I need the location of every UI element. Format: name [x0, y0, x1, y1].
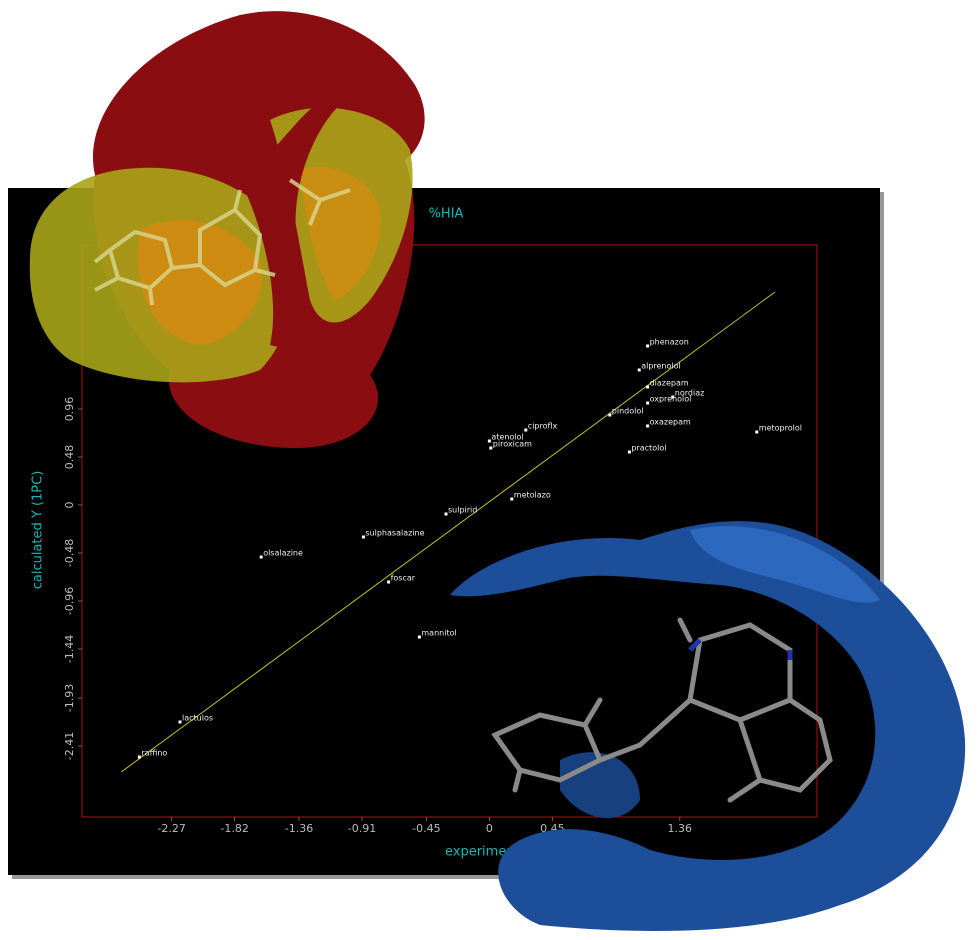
scene: %HIA calculated Y (1PC) experimental Y -… [0, 0, 979, 940]
point-label: piroxicam [493, 440, 532, 449]
point-label: foscar [391, 574, 416, 583]
y-tick-label: -0.48 [63, 539, 76, 567]
point-label: pindolol [612, 407, 644, 416]
point-label: olsalazine [263, 549, 303, 558]
x-tick-label: -0.91 [348, 822, 376, 835]
point-label: practolol [631, 444, 666, 453]
point-label: sulphasalazine [365, 529, 424, 538]
x-tick-label: 1.36 [668, 822, 693, 835]
x-tick-label: -0.45 [412, 822, 440, 835]
y-tick-label: 0 [63, 502, 76, 509]
y-tick-label: -2.41 [63, 732, 76, 760]
point-label: phenazon [650, 338, 689, 347]
point-label: metolazo [514, 491, 551, 500]
point-label: mannitol [421, 629, 456, 638]
point-label: raffino [141, 749, 167, 758]
point-label: sulpirid [448, 506, 477, 515]
point-label: alprenolol [641, 362, 681, 371]
y-tick-label: -1.44 [63, 635, 76, 663]
point-label: ciproflx [528, 422, 558, 431]
y-tick-label: 0.48 [63, 445, 76, 470]
point-label: diazepam [650, 379, 689, 388]
y-tick-label: -1.93 [63, 684, 76, 712]
x-tick-label: -2.27 [157, 822, 185, 835]
x-tick-label: -1.82 [220, 822, 248, 835]
point-label: lactulos [182, 714, 213, 723]
point-label: metoprolol [759, 424, 802, 433]
y-tick-label: 0.96 [63, 397, 76, 422]
point-label: oxazepam [650, 418, 691, 427]
x-tick-label: 0 [486, 822, 493, 835]
y-axis-label: calculated Y (1PC) [31, 471, 46, 590]
y-tick-label: -0.96 [63, 587, 76, 615]
chart-title: %HIA [429, 207, 464, 222]
point-label: oxprenolol [650, 395, 692, 404]
x-tick-label: -1.36 [285, 822, 313, 835]
